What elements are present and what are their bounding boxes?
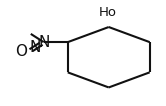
Text: N: N: [30, 40, 41, 55]
Text: O: O: [15, 44, 27, 59]
Text: N: N: [38, 35, 49, 50]
Text: Ho: Ho: [99, 6, 117, 19]
